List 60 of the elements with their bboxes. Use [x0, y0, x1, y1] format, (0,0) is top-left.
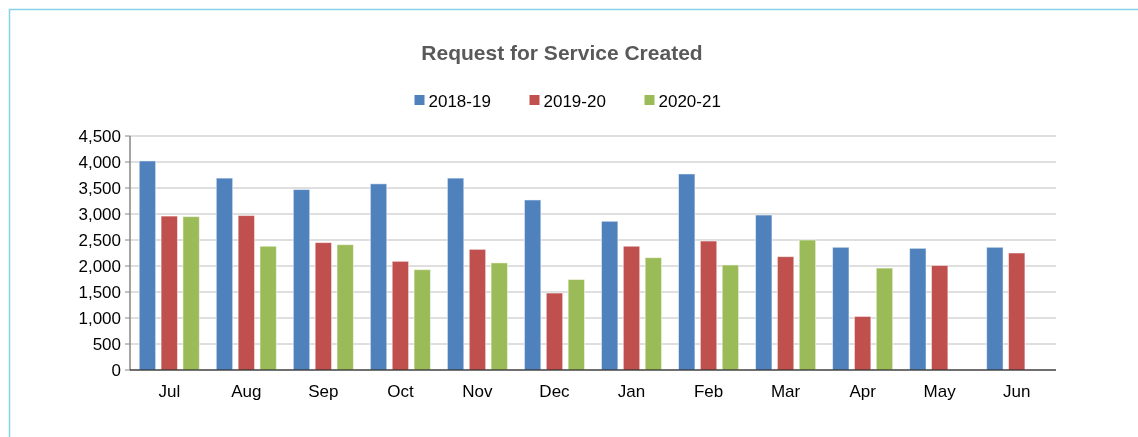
bar — [644, 257, 663, 371]
legend-label: 2020-21 — [658, 91, 721, 111]
bar — [237, 215, 256, 371]
y-tick-label: 4,500 — [78, 126, 121, 146]
x-tick-label: Dec — [539, 382, 571, 401]
bar — [314, 242, 333, 371]
x-tick-label: Jan — [617, 382, 646, 401]
y-tick-label: 2,000 — [78, 256, 121, 276]
bar — [853, 315, 872, 371]
bar — [622, 245, 641, 371]
y-tick-label: 2,500 — [78, 230, 121, 250]
bar — [545, 292, 564, 371]
bar — [832, 246, 850, 371]
bar — [755, 214, 773, 371]
bar — [336, 244, 354, 371]
bar — [909, 247, 927, 371]
x-tick-label: Jul — [158, 382, 181, 401]
y-tick-label: 0 — [111, 360, 121, 380]
y-tick-label: 1,000 — [78, 308, 121, 328]
legend-label: 2018-19 — [428, 91, 491, 111]
bar — [798, 239, 817, 371]
bar — [567, 279, 586, 371]
y-tick-label: 500 — [92, 334, 121, 354]
chart-title: Request for Service Created — [421, 41, 703, 64]
y-tick-label: 1,500 — [78, 282, 121, 302]
y-tick-label: 4,000 — [78, 152, 121, 172]
x-tick-label: Apr — [849, 382, 877, 401]
x-tick-label: Oct — [387, 382, 414, 401]
bar — [160, 215, 178, 371]
bar — [930, 264, 949, 371]
x-tick-label: Feb — [693, 382, 724, 401]
x-tick-label: Sep — [308, 382, 339, 401]
x-tick-label: Mar — [770, 382, 801, 401]
x-tick-label: Jun — [1003, 382, 1031, 401]
bar — [699, 240, 718, 371]
bar — [446, 177, 465, 371]
bar — [369, 183, 388, 371]
bar — [391, 260, 410, 371]
bar — [523, 199, 542, 371]
bar — [1008, 252, 1026, 371]
legend-label: 2019-20 — [543, 91, 606, 111]
bar — [292, 189, 311, 371]
y-tick-label: 3,500 — [78, 178, 121, 198]
bar — [721, 264, 740, 371]
x-tick-label: Aug — [231, 382, 262, 401]
bar — [215, 177, 234, 371]
x-tick-label: May — [923, 382, 957, 401]
bar — [600, 220, 619, 371]
bar — [678, 173, 696, 371]
bar — [776, 256, 795, 371]
y-tick-label: 3,000 — [78, 204, 121, 224]
x-tick-label: Nov — [462, 382, 494, 401]
bar — [490, 262, 508, 371]
bar — [138, 160, 157, 371]
bar — [182, 216, 200, 371]
bar — [413, 269, 431, 371]
bar — [986, 246, 1004, 371]
bar — [468, 248, 487, 371]
bar — [875, 267, 894, 371]
bar — [259, 245, 277, 371]
